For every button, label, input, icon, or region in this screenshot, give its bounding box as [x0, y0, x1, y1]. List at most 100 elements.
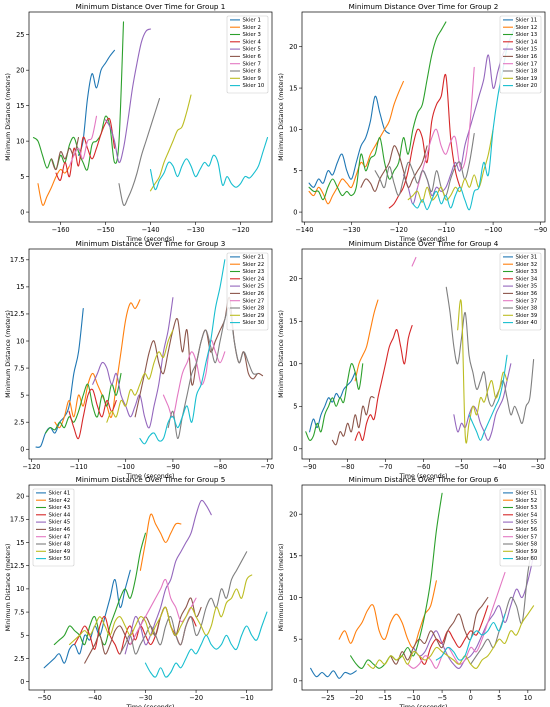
- legend-label: Skier 22: [243, 262, 265, 268]
- series-line-7: [407, 571, 506, 669]
- legend-label: Skier 13: [516, 32, 538, 38]
- legend-label: Skier 35: [516, 284, 538, 290]
- series-line-1: [35, 307, 84, 448]
- y-tick-label: 20: [289, 510, 297, 518]
- y-tick-label: 10: [289, 126, 297, 134]
- legend-label: Skier 17: [516, 61, 538, 67]
- chart-panel-4: Minimum Distance Over Time for Group 4 −9…: [278, 239, 546, 480]
- series-line-1: [308, 95, 390, 188]
- series-line-2: [338, 580, 437, 649]
- x-tick-label: −110: [69, 463, 87, 471]
- y-tick-label: 0: [293, 208, 297, 216]
- plot-frame: [301, 484, 546, 691]
- y-tick-label: 0: [293, 677, 297, 685]
- y-tick-label: 0: [293, 445, 297, 453]
- x-tick-label: 5: [497, 694, 501, 702]
- legend-label: Skier 58: [516, 542, 538, 548]
- series-line-3: [44, 372, 122, 434]
- y-tick-label: 10: [16, 337, 24, 345]
- series-line-5: [453, 363, 512, 441]
- series-line-6: [84, 597, 202, 664]
- chart-panel-5: Minimum Distance Over Time for Group 5 −5…: [5, 475, 273, 707]
- legend-label: Skier 3: [243, 32, 261, 38]
- y-tick-label: 15: [289, 552, 297, 560]
- series-line-8: [374, 132, 475, 197]
- legend-label: Skier 38: [516, 306, 538, 312]
- x-tick-label: −130: [186, 226, 204, 234]
- y-tick-label: 12.5: [10, 562, 25, 570]
- chart-panel-1: Minimum Distance Over Time for Group 1 −1…: [5, 2, 273, 243]
- legend-label: Skier 57: [516, 534, 538, 540]
- legend-label: Skier 18: [516, 69, 538, 75]
- legend-label: Skier 14: [516, 39, 538, 45]
- y-tick-label: 5: [20, 173, 24, 181]
- legend-box: [499, 488, 542, 567]
- y-tick-label: 20: [289, 43, 297, 51]
- legend-label: Skier 28: [243, 306, 265, 312]
- legend-label: Skier 11: [516, 18, 538, 24]
- series-line-2: [54, 299, 141, 429]
- legend-label: Skier 37: [516, 298, 538, 304]
- series-line-10: [435, 613, 506, 661]
- chart-title: Minimum Distance Over Time for Group 4: [349, 239, 499, 248]
- series-line-3: [350, 492, 443, 669]
- y-tick-label: 5: [293, 635, 297, 643]
- legend-label: Skier 2: [243, 25, 261, 31]
- y-axis-label: Minimum Distance (meters): [5, 73, 12, 161]
- x-tick-label: 10: [524, 694, 532, 702]
- legend-label: Skier 32: [516, 262, 538, 268]
- x-tick-label: −50: [37, 694, 51, 702]
- y-axis-label: Minimum Distance (meters): [5, 544, 12, 632]
- series-line-4: [68, 388, 117, 440]
- plot-frame: [28, 484, 273, 691]
- legend-label: Skier 23: [243, 269, 265, 275]
- x-tick-label: −20: [189, 694, 203, 702]
- series-group: [32, 21, 269, 207]
- legend-box: [499, 252, 542, 331]
- series-line-8: [445, 286, 535, 424]
- legend-label: Skier 59: [516, 549, 538, 555]
- y-tick-label: 7.5: [14, 608, 25, 616]
- legend-label: Skier 4: [243, 39, 262, 45]
- legend-label: Skier 30: [243, 320, 265, 326]
- legend-label: Skier 7: [243, 61, 261, 67]
- series-line-9: [367, 605, 535, 669]
- y-tick-label: 0: [20, 678, 24, 686]
- legend-label: Skier 39: [516, 313, 538, 319]
- x-tick-label: −50: [455, 463, 469, 471]
- y-tick-label: 25: [16, 31, 24, 39]
- y-tick-label: 2.5: [14, 418, 25, 426]
- y-tick-label: 10: [289, 594, 297, 602]
- legend-label: Skier 40: [516, 320, 538, 326]
- series-line-2: [139, 513, 182, 571]
- x-tick-label: −120: [22, 463, 40, 471]
- series-group: [305, 256, 535, 446]
- x-tick-label: −120: [390, 226, 408, 234]
- legend-label: Skier 52: [516, 498, 538, 504]
- legend-label: Skier 45: [49, 520, 71, 526]
- x-tick-label: −70: [379, 463, 393, 471]
- legend-box: [226, 252, 269, 331]
- series-line-5: [104, 28, 152, 163]
- series-line-9: [457, 299, 508, 444]
- x-tick-label: −40: [492, 463, 506, 471]
- legend-label: Skier 25: [243, 284, 265, 290]
- x-tick-label: −100: [484, 226, 502, 234]
- y-tick-label: 15: [16, 102, 24, 110]
- x-tick-label: −5: [437, 694, 447, 702]
- y-tick-label: 5: [20, 632, 24, 640]
- y-tick-label: 20: [16, 66, 24, 74]
- legend-label: Skier 5: [243, 47, 261, 53]
- x-tick-label: −90: [303, 463, 317, 471]
- series-line-7: [411, 256, 417, 267]
- x-tick-label: −150: [96, 226, 114, 234]
- legend-label: Skier 1: [243, 18, 261, 24]
- series-line-6: [360, 145, 428, 192]
- x-axis-label: Time (seconds): [125, 236, 174, 243]
- chart-title: Minimum Distance Over Time for Group 6: [349, 475, 499, 484]
